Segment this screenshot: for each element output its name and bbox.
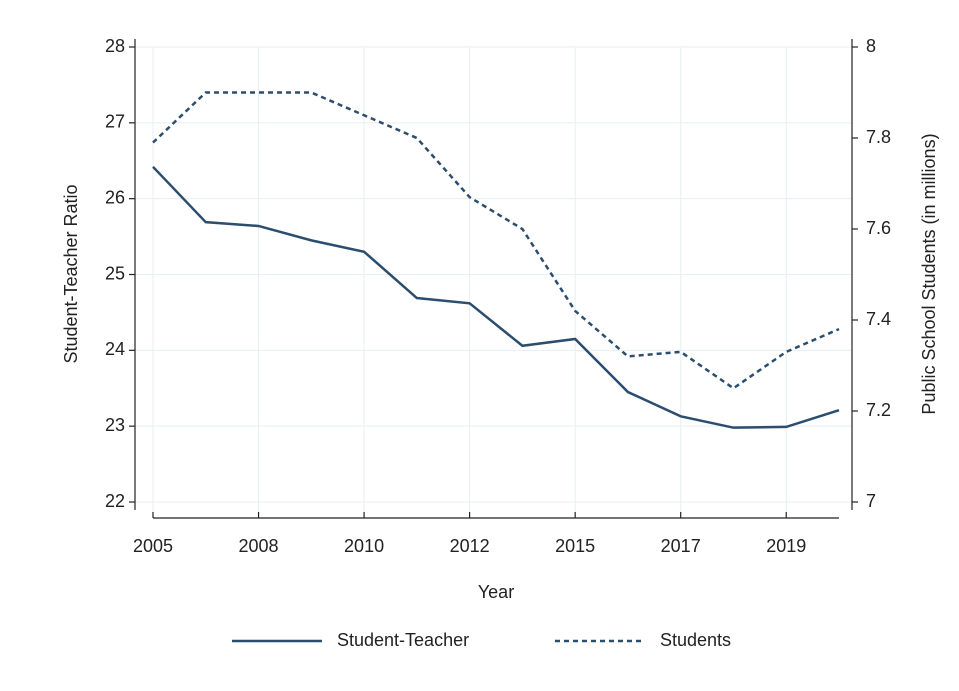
y2-tick-label: 7.8 xyxy=(866,127,891,147)
x-tick-label: 2015 xyxy=(555,536,595,556)
legend-label: Student-Teacher xyxy=(337,630,469,650)
x-tick-label: 2008 xyxy=(239,536,279,556)
y-tick-label: 24 xyxy=(105,339,125,359)
y-tick-label: 25 xyxy=(105,263,125,283)
x-axis-label: Year xyxy=(478,582,514,602)
y-tick-label: 23 xyxy=(105,415,125,435)
y2-tick-label: 7 xyxy=(866,491,876,511)
y-axis-label: Student-Teacher Ratio xyxy=(61,184,81,363)
line-series xyxy=(152,165,840,429)
y-tick-label: 27 xyxy=(105,112,125,132)
y2-tick-label: 7.6 xyxy=(866,218,891,238)
y2-tick-label: 8 xyxy=(866,36,876,56)
y-tick-label: 22 xyxy=(105,491,125,511)
x-tick-label: 2005 xyxy=(133,536,173,556)
y-tick-label: 28 xyxy=(105,36,125,56)
x-tick-label: 2017 xyxy=(661,536,701,556)
legend-label: Students xyxy=(660,630,731,650)
x-tick-label: 2010 xyxy=(344,536,384,556)
y2-tick-label: 7.2 xyxy=(866,400,891,420)
x-tick-label: 2019 xyxy=(766,536,806,556)
x-tick-label: 2012 xyxy=(450,536,490,556)
y2-tick-label: 7.4 xyxy=(866,309,891,329)
y-tick-label: 26 xyxy=(105,187,125,207)
y2-axis-label: Public School Students (in millions) xyxy=(919,133,939,414)
